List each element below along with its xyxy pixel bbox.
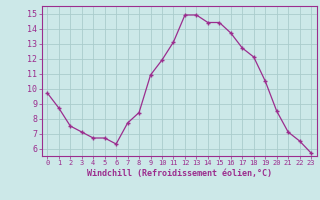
X-axis label: Windchill (Refroidissement éolien,°C): Windchill (Refroidissement éolien,°C) [87, 169, 272, 178]
